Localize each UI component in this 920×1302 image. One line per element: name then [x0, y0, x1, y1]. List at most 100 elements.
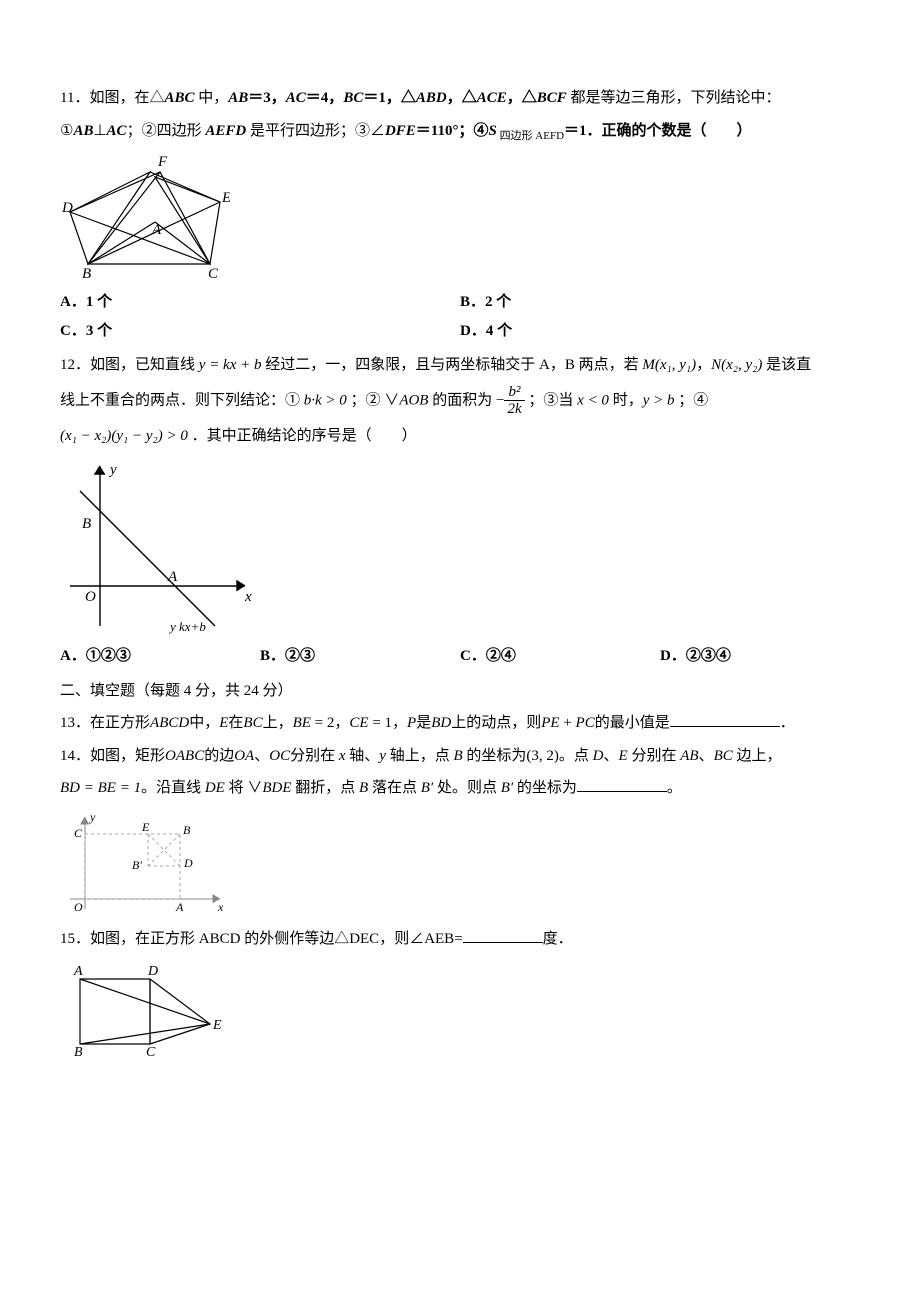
q12-frac: b²2k — [504, 384, 524, 418]
q11-lbl-c: C — [208, 266, 219, 282]
q11-c1: ，△ — [447, 90, 477, 106]
q13-bc: BC — [243, 715, 262, 731]
q15-b: 度． — [543, 931, 573, 947]
q12-opt-d: D．②③④ — [660, 642, 860, 671]
q12-opt-a: A．①②③ — [60, 642, 260, 671]
q14-oc: OC — [269, 748, 290, 764]
q13-be: BE — [293, 715, 311, 731]
q14-r: 的坐标为 — [513, 780, 577, 796]
q14-p: 落在点 — [368, 780, 421, 796]
q11-ab2: AB — [73, 123, 93, 139]
q13-plus: + — [560, 715, 576, 731]
q14-e: 轴、 — [346, 748, 380, 764]
q12-lbl-x: x — [244, 589, 252, 605]
q14-b: 的边 — [204, 748, 234, 764]
q15-blank[interactable] — [463, 927, 543, 943]
q15-lbl-a: A — [73, 964, 83, 979]
q12-lbl-line: y kx+b — [168, 619, 206, 634]
q13-e: E — [219, 715, 228, 731]
q14-lbl-bp: B′ — [132, 858, 142, 872]
q11-line2: ①AB⊥AC；②四边形 AEFD 是平行四边形；③∠DFE＝110°；④S 四边… — [60, 117, 860, 147]
q14-dpt: D — [593, 748, 604, 764]
q14-k: 、 — [699, 748, 714, 764]
q14-lbl-d: D — [183, 856, 193, 870]
q11-bcf: BCF — [537, 90, 567, 106]
q15-lbl-e: E — [212, 1018, 222, 1033]
q11-t1: 如图，在△ — [89, 90, 164, 106]
q14-y: y — [379, 748, 386, 764]
q14-bde: BDE — [262, 780, 291, 796]
q12-aob: AOB — [399, 392, 428, 408]
q11-dfe: DFE — [385, 123, 416, 139]
q12-line2: 线上不重合的两点．则下列结论：① b·k > 0 ；② ∨AOB 的面积为 −b… — [60, 384, 860, 418]
q12-frac-num: b² — [504, 384, 524, 402]
q12-eq: y = kx + b — [199, 357, 262, 373]
q14-bde1: BD = BE = 1 — [60, 780, 141, 796]
q11-s: S — [488, 123, 496, 139]
q12-num: 12． — [60, 357, 90, 373]
q12-comma: ， — [696, 357, 711, 373]
q14-lbl-a: A — [175, 900, 184, 914]
q14-c: 、 — [254, 748, 269, 764]
q13-eq1: = 1， — [369, 715, 407, 731]
q15-a: 如图，在正方形 ABCD 的外侧作等边△DEC，则∠AEB= — [90, 931, 463, 947]
q15-line: 15．如图，在正方形 ABCD 的外侧作等边△DEC，则∠AEB=度． — [60, 925, 860, 954]
q14-bc2: BC — [714, 748, 733, 764]
section2-heading: 二、填空题（每题 4 分，共 24 分） — [60, 677, 860, 706]
q13-blank[interactable] — [670, 711, 780, 727]
q11-bc: BC — [343, 90, 363, 106]
q11-t3: ；②四边形 — [127, 123, 206, 139]
q11-eq4: ＝4， — [306, 90, 344, 106]
q11-num: 11． — [60, 90, 89, 106]
q14-lbl-e: E — [141, 820, 150, 834]
q11-ace: ACE — [477, 90, 507, 106]
q13-h: 的最小值是 — [595, 715, 670, 731]
q13-abcd: ABCD — [150, 715, 189, 731]
q11-abc: ABC — [164, 90, 194, 106]
q12-prod: (x₁ − x₂)(y₁ − y₂) > 0 — [60, 428, 188, 444]
q12-options: A．①②③ B．②③ C．②④ D．②③④ — [60, 642, 860, 671]
q14-oabc: OABC — [165, 748, 204, 764]
q12-n: N — [711, 357, 721, 373]
q14-a: 如图，矩形 — [90, 748, 165, 764]
q13-ce: CE — [349, 715, 368, 731]
q14-j: 分别在 — [628, 748, 681, 764]
q11-lbl-d: D — [61, 200, 73, 216]
q14-lbl-c: C — [74, 826, 83, 840]
q14-s: 。 — [667, 780, 682, 796]
q14-d: 分别在 — [290, 748, 339, 764]
q11-lbl-e: E — [221, 190, 230, 206]
q12-t8: 时， — [609, 392, 643, 408]
q12-t5: ；② ∨ — [347, 392, 400, 408]
q14-bpt2: B — [359, 780, 368, 796]
q14-de: DE — [205, 780, 225, 796]
q12-lbl-b: B — [82, 516, 91, 532]
q15-lbl-b: B — [74, 1045, 83, 1059]
q11-opt-b: B．2 个 — [460, 288, 860, 317]
q12-nxy: (x₂, y₂) — [721, 357, 762, 373]
q14-lbl-b: B — [183, 823, 191, 837]
q13-c: 在 — [228, 715, 243, 731]
q15-lbl-c: C — [146, 1045, 156, 1059]
q14-bp2: B′ — [501, 780, 513, 796]
q11-lbl-f: F — [157, 154, 168, 170]
q11-aefd: AEFD — [205, 123, 246, 139]
q12-t9: ；④ — [674, 392, 708, 408]
q14-f: 轴上，点 — [386, 748, 454, 764]
q12-t7: ；③当 — [525, 392, 578, 408]
q12-xlt0: x < 0 — [577, 392, 609, 408]
q14-l: 边上， — [733, 748, 782, 764]
q11-lbl-a: A — [151, 222, 162, 238]
q14-b32: (3, 2) — [526, 748, 559, 764]
q14-h: 。点 — [559, 748, 593, 764]
q14-o: 翻折，点 — [292, 780, 360, 796]
q11-tail: 都是等边三角形，下列结论中： — [567, 90, 781, 106]
q13-d: 上， — [263, 715, 293, 731]
q14-oa: OA — [234, 748, 254, 764]
q12-lbl-y: y — [108, 462, 117, 478]
q11-abd: ABD — [416, 90, 447, 106]
q14-m: 。沿直线 — [141, 780, 205, 796]
q12-opt-c: C．②④ — [460, 642, 660, 671]
q14-blank[interactable] — [577, 776, 667, 792]
q12-t3: 是该直 — [762, 357, 811, 373]
